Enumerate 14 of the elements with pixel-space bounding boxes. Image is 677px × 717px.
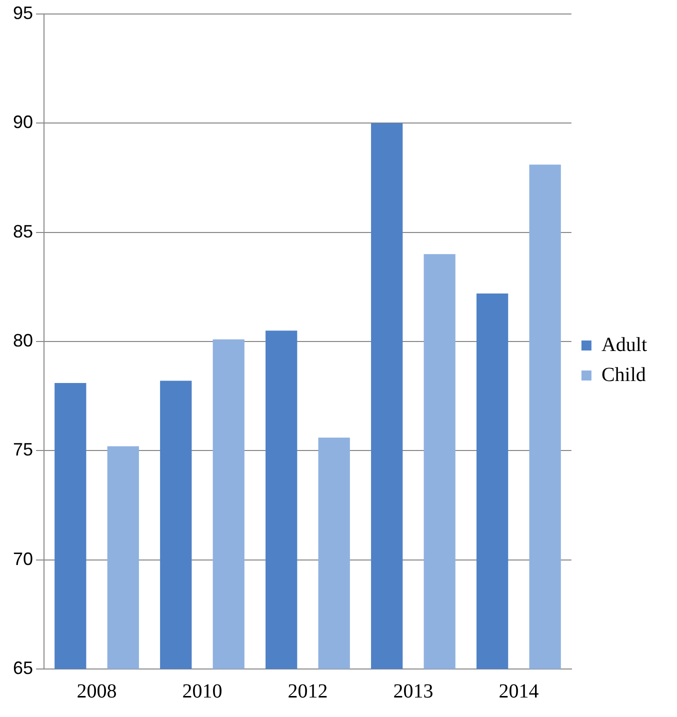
x-tick-label: 2008 <box>76 680 117 702</box>
y-tick-label: 65 <box>12 658 34 678</box>
y-tick-label: 75 <box>12 440 34 460</box>
x-tick-label: 2013 <box>393 680 434 702</box>
legend-label: Adult <box>601 334 648 356</box>
y-tick-label: 95 <box>12 2 34 23</box>
y-tick-label: 90 <box>12 112 34 132</box>
y-tick-label: 85 <box>12 221 34 242</box>
x-tick-label: 2012 <box>288 680 328 702</box>
legend-label: Child <box>601 364 646 386</box>
x-tick-label: 2014 <box>498 680 539 702</box>
y-tick-label: 80 <box>12 330 34 350</box>
x-tick-label: 2010 <box>182 680 222 702</box>
y-tick-label: 70 <box>12 548 34 569</box>
